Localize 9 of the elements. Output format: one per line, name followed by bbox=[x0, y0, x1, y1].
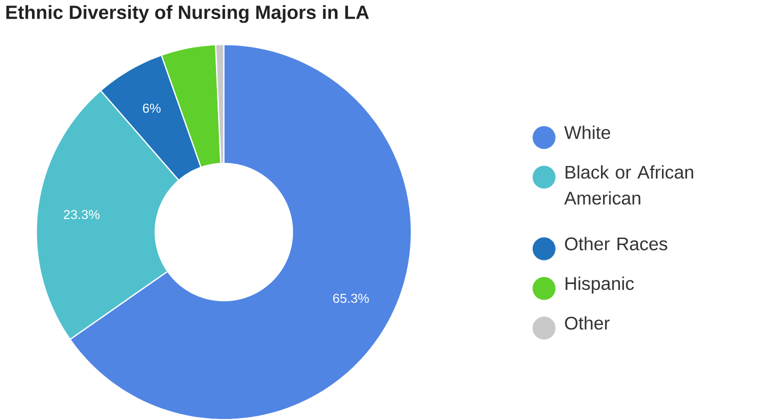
data-label: 6% bbox=[142, 104, 161, 113]
chart-title: Ethnic Diversity of Nursing Majors in LA bbox=[6, 4, 369, 23]
legend-label: White bbox=[564, 126, 610, 139]
legend-label: Black or African American bbox=[564, 165, 694, 205]
legend-label: Hispanic bbox=[566, 276, 634, 294]
data-label: 65.3% bbox=[333, 294, 369, 303]
legend-label: Other Races bbox=[565, 236, 668, 250]
data-label: 23.3% bbox=[64, 210, 100, 220]
legend-label: Other bbox=[565, 316, 610, 330]
